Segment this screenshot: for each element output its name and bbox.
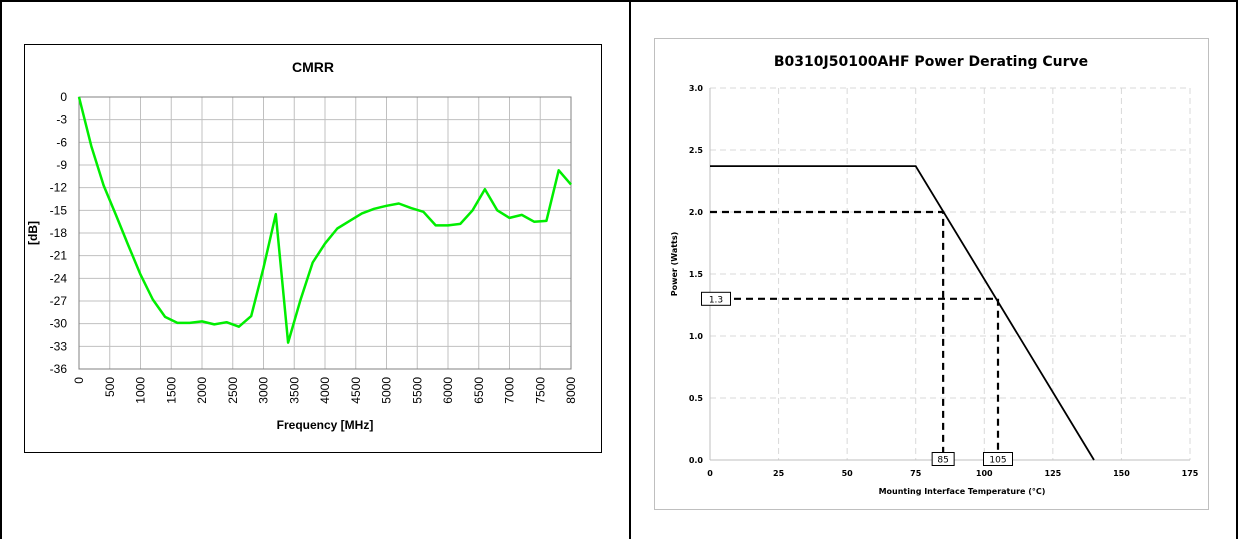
derating-annotations: 85 105 1.3 bbox=[701, 210, 1013, 466]
derating-y-tick-label: 0.0 bbox=[689, 456, 704, 465]
derating-x-tick-label: 75 bbox=[910, 469, 922, 478]
derating-y-tick-label: 0.5 bbox=[689, 394, 704, 403]
derating-chart: 0 25 50 75 100 125 150 175 0.0 0.5 1.0 1.5 2.0 2.5 3.0… bbox=[654, 38, 1209, 510]
cmrr-y-tick-label: -12 bbox=[50, 181, 68, 195]
derating-x-tick-label: 0 bbox=[707, 469, 713, 478]
derating-grid bbox=[709, 87, 1191, 461]
derating-dashed-guide-105 bbox=[722, 297, 1000, 454]
cmrr-y-tick-label: -36 bbox=[50, 362, 68, 376]
cmrr-y-tick-label: -18 bbox=[50, 226, 68, 240]
derating-annotation-85: 85 bbox=[937, 456, 948, 466]
cmrr-y-axis-label: [dB] bbox=[26, 221, 40, 245]
cmrr-y-tick-label: -21 bbox=[50, 249, 68, 263]
cmrr-x-axis-label: Frequency [MHz] bbox=[277, 418, 374, 432]
derating-y-tick-label: 1.0 bbox=[689, 332, 704, 341]
cmrr-x-tick-label: 1500 bbox=[164, 377, 178, 404]
derating-y-tick-label: 3.0 bbox=[689, 84, 704, 93]
left-cell bbox=[0, 0, 630, 539]
cmrr-series-line bbox=[77, 96, 572, 344]
cmrr-x-tick-label: 3500 bbox=[287, 377, 301, 404]
derating-x-tick-label: 175 bbox=[1182, 469, 1199, 478]
cmrr-y-tick-label: -6 bbox=[56, 135, 67, 149]
cmrr-y-tick-label: 0 bbox=[60, 90, 67, 104]
cmrr-y-tick-label: -30 bbox=[50, 317, 68, 331]
derating-x-tick-label: 50 bbox=[842, 469, 854, 478]
cmrr-x-tick-label: 7500 bbox=[533, 377, 547, 404]
cmrr-x-tick-label: 4500 bbox=[349, 377, 363, 404]
derating-ticks: 0 25 50 75 100 125 150 175 0.0 0.5 1.0 1.5 2.0 2.5 3.0 bbox=[689, 84, 1199, 478]
derating-x-tick-label: 100 bbox=[976, 469, 993, 478]
cmrr-x-tick-label: 3000 bbox=[257, 377, 271, 404]
cmrr-x-tick-label: 2500 bbox=[226, 377, 240, 404]
cmrr-x-tick-label: 7000 bbox=[503, 377, 517, 404]
derating-y-tick-label: 2.5 bbox=[689, 146, 704, 155]
cmrr-y-tick-label: -9 bbox=[56, 158, 67, 172]
derating-annotation-1-3-box bbox=[701, 291, 731, 306]
cmrr-grid bbox=[78, 96, 572, 370]
cmrr-x-tick-label: 8000 bbox=[564, 377, 578, 404]
cmrr-y-tick-label: -3 bbox=[56, 113, 67, 127]
cmrr-chart-svg: 0 500 1000 1500 2000 2500 3000 3500 4000 4500 5000… bbox=[26, 59, 578, 432]
cmrr-x-tick-label: 500 bbox=[103, 377, 117, 397]
cmrr-chart: 0 500 1000 1500 2000 2500 3000 3500 4000 4500 5000… bbox=[24, 44, 602, 453]
derating-dashed-guide-85 bbox=[710, 210, 945, 454]
cmrr-x-tick-label: 5500 bbox=[410, 377, 424, 404]
derating-x-tick-label: 150 bbox=[1113, 469, 1130, 478]
cmrr-y-tick-label: -33 bbox=[50, 339, 68, 353]
derating-x-axis-label: Mounting Interface Temperature (°C) bbox=[879, 487, 1046, 496]
cmrr-x-tick-label: 6000 bbox=[441, 377, 455, 404]
derating-x-tick-label: 25 bbox=[773, 469, 785, 478]
derating-series bbox=[710, 165, 1095, 461]
cmrr-series bbox=[77, 96, 572, 344]
derating-chart-svg: 0 25 50 75 100 125 150 175 0.0 0.5 1.0 1.5 2.0 2.5 3.0… bbox=[670, 54, 1199, 496]
derating-y-axis-label: Power (Watts) bbox=[670, 232, 679, 297]
cmrr-x-tick-label: 4000 bbox=[318, 377, 332, 404]
right-cell bbox=[629, 0, 1238, 539]
cmrr-x-tick-label: 6500 bbox=[472, 377, 486, 404]
cmrr-chart-title: CMRR bbox=[292, 59, 334, 75]
cmrr-x-tick-label: 2000 bbox=[195, 377, 209, 404]
derating-annotation-105: 105 bbox=[989, 456, 1006, 466]
derating-series-line bbox=[710, 165, 1095, 461]
derating-chart-title: B0310J50100AHF Power Derating Curve bbox=[774, 54, 1088, 70]
cmrr-x-tick-label: 0 bbox=[72, 377, 86, 384]
cmrr-x-tick-label: 1000 bbox=[134, 377, 148, 404]
derating-annotation-1-3: 1.3 bbox=[709, 295, 723, 305]
cmrr-x-tick-label: 5000 bbox=[380, 377, 394, 404]
derating-annotation-105-box bbox=[983, 452, 1013, 466]
derating-x-tick-label: 125 bbox=[1045, 469, 1062, 478]
cmrr-ticks: 0 500 1000 1500 2000 2500 3000 3500 4000 4500 5000… bbox=[50, 90, 578, 404]
derating-y-tick-label: 2.0 bbox=[689, 208, 704, 217]
cmrr-y-tick-label: -15 bbox=[50, 203, 68, 217]
derating-y-tick-label: 1.5 bbox=[689, 270, 704, 279]
cmrr-y-tick-label: -27 bbox=[50, 294, 68, 308]
cmrr-y-tick-label: -24 bbox=[50, 271, 68, 285]
derating-annotation-85-box bbox=[931, 452, 955, 466]
cmrr-plot-border bbox=[78, 96, 572, 370]
